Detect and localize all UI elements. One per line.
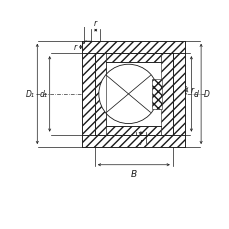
Bar xyxy=(82,135,184,147)
Bar xyxy=(161,54,172,135)
Text: d₁: d₁ xyxy=(39,90,47,99)
Circle shape xyxy=(98,65,158,124)
Text: r: r xyxy=(74,43,77,52)
Bar xyxy=(82,42,184,54)
Bar xyxy=(106,54,161,62)
Text: D: D xyxy=(203,90,209,99)
Text: B: B xyxy=(130,169,136,178)
Bar xyxy=(152,80,161,109)
Bar xyxy=(172,54,184,135)
Bar xyxy=(94,54,106,135)
Bar xyxy=(106,127,161,135)
Text: d: d xyxy=(193,90,197,99)
Text: r: r xyxy=(94,19,97,27)
Text: r: r xyxy=(139,138,142,147)
Bar xyxy=(82,54,94,135)
Text: D₁: D₁ xyxy=(26,90,35,99)
Text: r: r xyxy=(190,86,193,95)
